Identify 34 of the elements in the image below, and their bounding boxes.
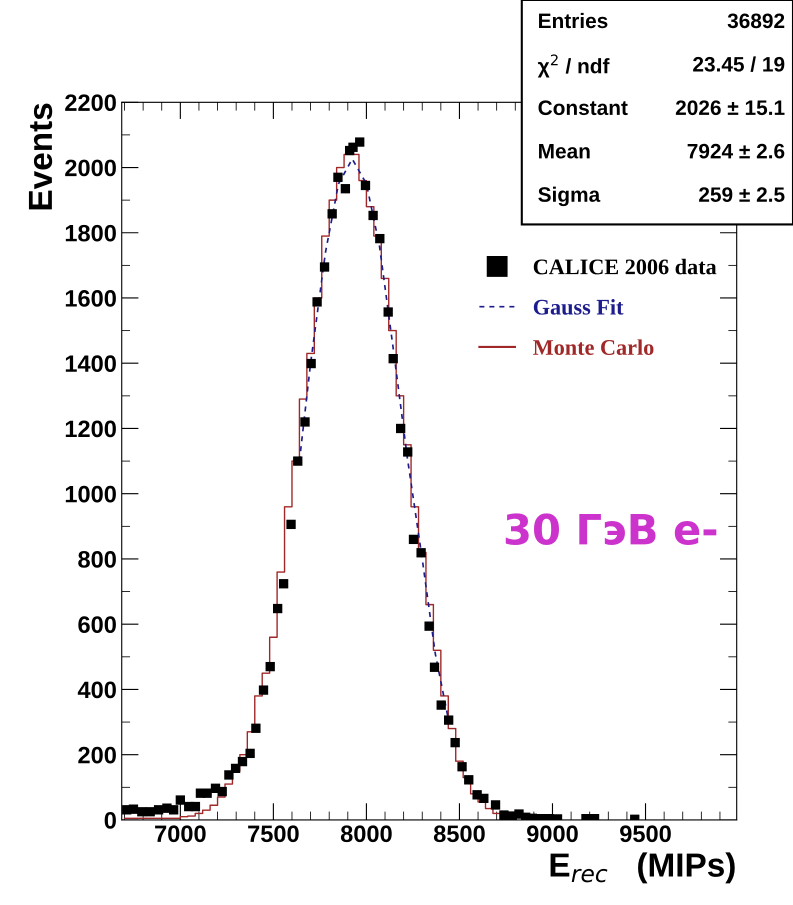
y-tick-label: 800 (78, 551, 116, 568)
x-tick-label: 8500 (434, 825, 485, 842)
text: Entries (539, 12, 608, 28)
y-tick-label: 600 (78, 616, 116, 633)
y-tick-label: 1400 (66, 355, 116, 372)
annotation: 259 ± 2.5 (699, 187, 784, 202)
y-tick-label: 200 (78, 746, 116, 764)
y-tick-label: 2200 (65, 94, 116, 112)
legend-label: Gauss Fit (534, 299, 624, 315)
text: χ$^{2}$ / ndf (538, 54, 610, 78)
text: 23.45 / 19 (693, 56, 784, 72)
y-tick-label: 1600 (66, 290, 116, 307)
annotation: 30 ГэВ e- (506, 513, 716, 545)
y-tick-label: 1000 (66, 486, 116, 503)
y-tick-label: 1200 (66, 420, 116, 438)
annotation: Constant (538, 100, 628, 116)
x-tick-label: 7000 (155, 825, 206, 842)
y-tick-label: 400 (78, 682, 116, 698)
annotation: 2026 ± 15.1 (676, 100, 784, 116)
y-tick-label: 0 (104, 812, 116, 829)
annotation: 7924 ± 2.6 (688, 144, 784, 159)
x-tick-label: 9000 (527, 825, 578, 842)
legend-label: CALICE 2006 data (534, 258, 716, 274)
annotation: Sigma (538, 186, 600, 206)
annotation: Mean (539, 144, 590, 159)
x-tick-label: 9500 (620, 825, 671, 842)
y-tick-label: 1800 (66, 224, 116, 242)
text: 36892 (728, 13, 784, 28)
legend-label: Monte Carlo (533, 339, 654, 355)
x-tick-label: 7500 (248, 825, 299, 842)
x-tick-label: 8000 (340, 825, 392, 842)
y-tick-label: 2000 (65, 160, 116, 176)
y-axis-title: Events (28, 104, 52, 210)
text: E$_{rec}$ (MIPs) (550, 852, 735, 884)
